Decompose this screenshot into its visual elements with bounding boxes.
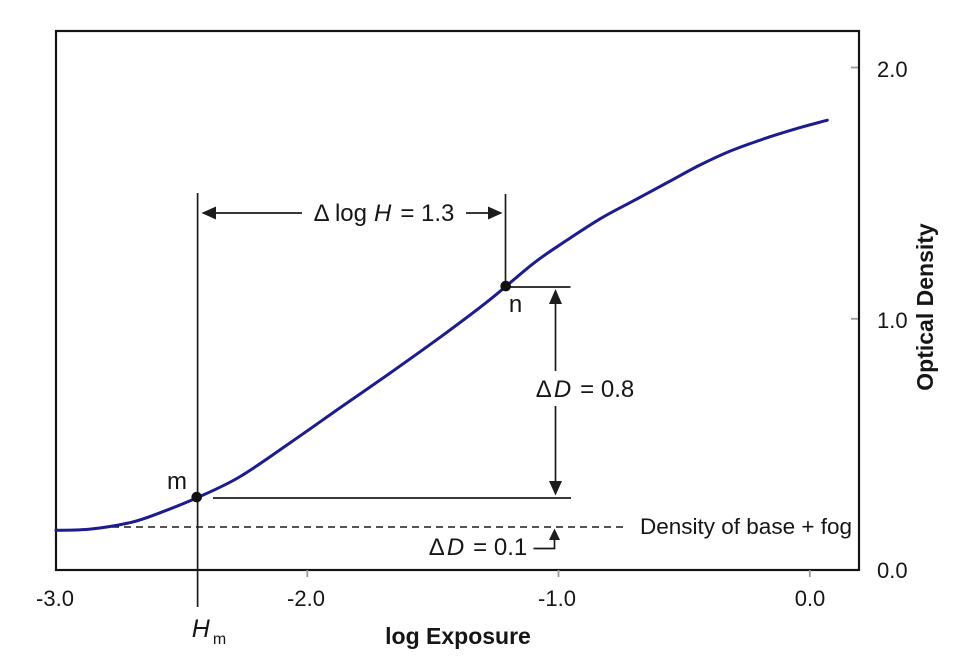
x-tick-label: -3.0 [36, 586, 74, 611]
x-axis-title: log Exposure [385, 623, 531, 649]
y-tick-label: 0.0 [877, 558, 908, 583]
delta-d08-label: ΔD = 0.8 [536, 376, 634, 403]
delta-logh-label-bg [302, 197, 466, 228]
arrowhead-right [488, 206, 503, 220]
x-axis-ticks [306, 570, 811, 577]
arrowhead-left [201, 206, 216, 220]
x-axis-labels: -3.0 -2.0 -1.0 0.0 [36, 586, 825, 611]
x-tick-label: -2.0 [287, 586, 325, 611]
point-label-n: n [509, 291, 522, 318]
base-fog-label: Density of base + fog [640, 514, 852, 539]
density-curve [54, 118, 829, 532]
y-axis-labels: 0.0 1.0 2.0 [877, 57, 908, 583]
arrowhead-down [549, 481, 562, 496]
plot-area-border [54, 29, 861, 572]
y-axis-ticks [851, 66, 858, 320]
delta-logh-label: Δ log H = 1.3 [314, 200, 455, 227]
x-tick-label: 0.0 [795, 586, 826, 611]
delta-d01-label: ΔD = 0.1 [429, 534, 527, 561]
y-tick-label: 1.0 [877, 308, 908, 333]
arrowhead-up [549, 289, 562, 304]
delta-d08-label-bg [527, 371, 645, 406]
point-marker-m [191, 491, 202, 503]
y-axis-title: Optical Density [912, 223, 938, 391]
point-marker-n [500, 280, 512, 292]
x-tick-label: -1.0 [538, 586, 576, 611]
arrowhead-up-small [549, 528, 560, 540]
y-tick-label: 2.0 [877, 57, 908, 82]
delta-d01-pointer [533, 528, 560, 550]
point-label-m: m [167, 468, 187, 495]
